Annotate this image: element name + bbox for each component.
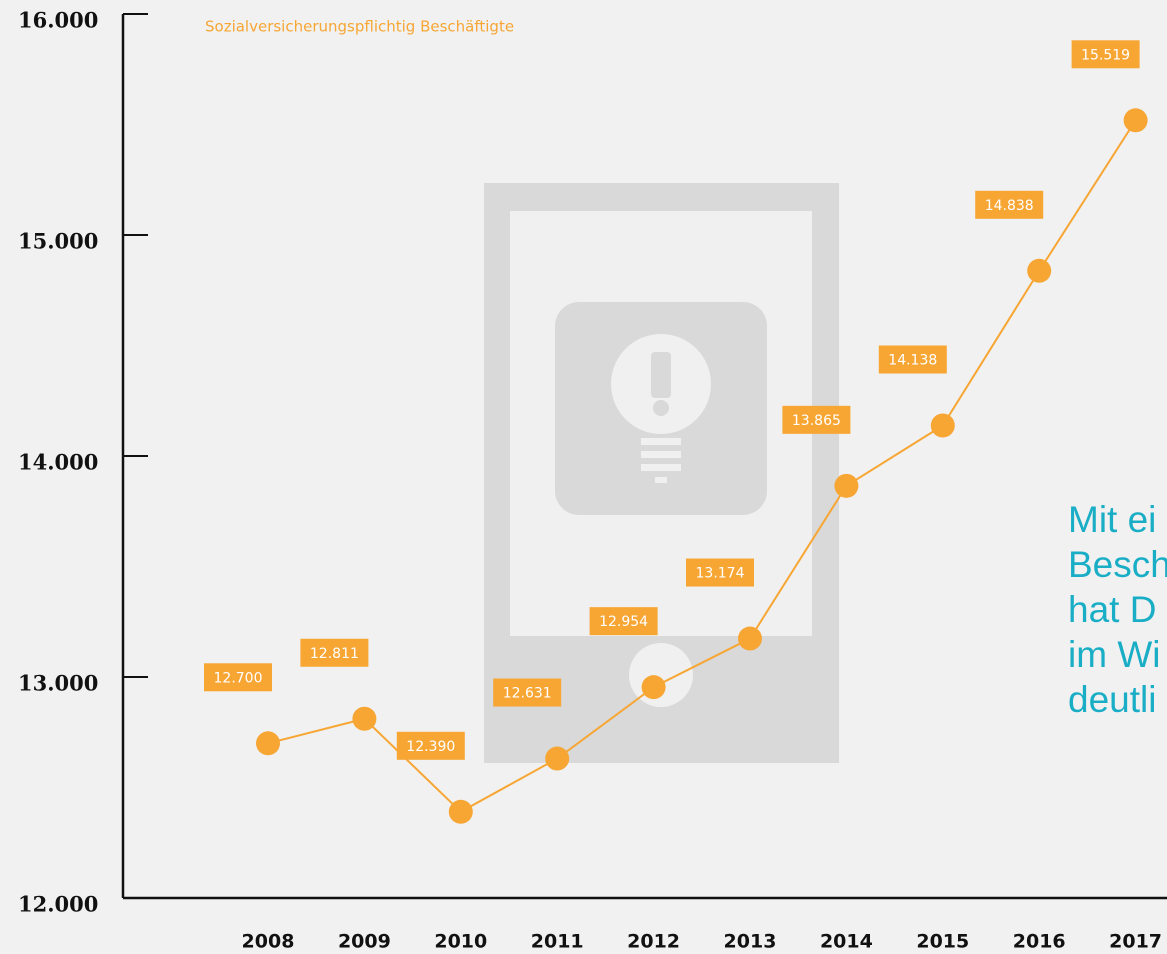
series-label: Sozialversicherungspflichtig Beschäftigt… [205, 18, 514, 36]
y-tick-label: 13.000 [18, 671, 98, 696]
point [448, 799, 473, 824]
value-label: 12.811 [310, 646, 359, 662]
point [1027, 258, 1052, 283]
value-label: 12.700 [214, 670, 263, 686]
value-label-box [782, 405, 851, 434]
value-label-box [204, 663, 272, 692]
value-label-box [300, 638, 369, 667]
x-tick-label: 2015 [916, 931, 969, 953]
annotation: Mit ei [1068, 499, 1156, 540]
point [256, 731, 280, 756]
value-label: 13.865 [792, 413, 841, 429]
x-tick-label: 2011 [531, 931, 584, 953]
line [267, 119, 1137, 814]
value-label: 15.519 [1081, 47, 1130, 63]
point [1123, 108, 1148, 133]
point [930, 413, 955, 438]
value-label-box [878, 345, 947, 374]
value-label: 14.838 [985, 198, 1034, 214]
value-label-box [589, 607, 658, 636]
y-tick-label: 16.000 [18, 8, 98, 33]
x-tick-label: 2008 [242, 931, 295, 953]
value-label: 12.631 [503, 686, 552, 702]
point [738, 626, 762, 651]
value-label-box [493, 678, 562, 707]
x-tick-label: 2016 [1013, 931, 1066, 953]
x-tick-label: 2012 [627, 931, 680, 953]
annotation: Besch [1068, 544, 1167, 585]
annotation: hat D [1068, 589, 1156, 630]
x-tick-label: 2009 [338, 931, 391, 953]
value-label-box [396, 731, 465, 760]
value-label: 13.174 [696, 566, 745, 582]
value-label-box [686, 558, 754, 587]
value-label-box [975, 190, 1044, 219]
annotation: im Wi [1068, 634, 1160, 675]
point [545, 746, 570, 771]
y-tick-label: 15.000 [18, 229, 98, 254]
point [641, 675, 666, 700]
annotation: deutli [1068, 679, 1156, 720]
value-label: 14.138 [888, 353, 937, 369]
phone-illustration [484, 183, 839, 763]
point [352, 706, 377, 731]
x-tick-label: 2014 [820, 931, 873, 953]
y-tick-label: 12.000 [18, 892, 98, 917]
value-label-box [1071, 40, 1140, 69]
value-label: 12.390 [406, 739, 455, 755]
point [834, 473, 859, 498]
x-tick-label: 2010 [434, 931, 487, 953]
x-tick-label: 2013 [724, 931, 777, 953]
y-tick-label: 14.000 [18, 450, 98, 475]
x-tick-label: 2017 [1109, 931, 1162, 953]
value-label: 12.954 [599, 614, 648, 630]
